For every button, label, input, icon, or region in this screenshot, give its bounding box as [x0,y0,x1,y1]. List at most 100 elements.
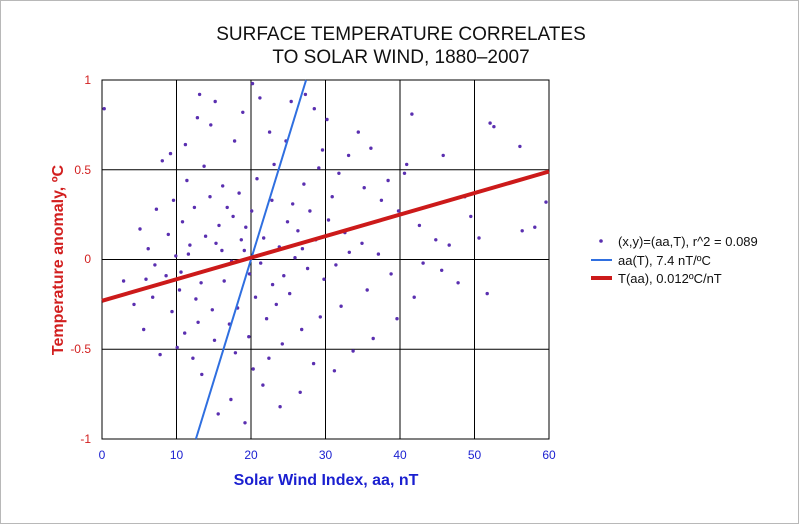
data-point [282,274,286,278]
x-tick-label: 40 [393,448,407,462]
data-point [302,182,306,186]
data-point [533,225,537,229]
data-point [264,317,269,321]
data-point [233,351,238,355]
data-point [191,356,195,360]
data-point [469,214,473,219]
data-point [243,421,247,425]
data-point [183,142,188,147]
data-point [320,148,325,152]
data-point [386,178,390,183]
data-point [171,198,176,202]
data-point [308,209,312,213]
data-point [488,121,492,125]
data-point [247,272,252,276]
data-point [303,92,308,97]
data-point [174,254,178,258]
legend-label-points: (x,y)=(aa,T), r^2 = 0.089 [618,234,758,249]
chart-title-line-2: TO SOLAR WIND, 1880–2007 [272,47,529,68]
data-point [202,164,206,168]
data-point [102,107,106,111]
x-tick-label: 50 [468,448,482,462]
data-point [121,279,126,283]
data-point [168,151,173,156]
fit-line-t-of-aa [101,169,550,303]
data-point [146,247,150,251]
data-point [330,195,334,199]
data-point [160,159,164,163]
data-point [166,232,170,237]
data-point [356,130,360,134]
data-point [144,277,148,281]
data-point [332,369,337,373]
data-point [250,209,254,213]
data-point [259,261,263,265]
data-point [242,248,246,253]
data-point [270,282,275,287]
data-point [154,207,159,211]
data-point [278,405,282,409]
data-point [334,263,338,267]
data-point [298,390,302,394]
data-point [339,304,343,308]
data-point [325,117,329,122]
data-point [360,241,364,245]
data-point [322,277,326,281]
x-tick-label: 30 [319,448,333,462]
data-point [239,238,243,242]
data-point [232,139,237,143]
data-point [379,198,384,202]
data-point [456,281,460,285]
data-point [347,250,351,254]
data-point [485,291,489,296]
data-point [175,345,179,350]
data-point [250,81,255,86]
data-point [492,125,496,129]
data-point [405,162,409,167]
data-point [447,243,451,247]
data-point [153,263,157,267]
data-point [208,195,212,199]
data-point [305,266,310,271]
data-point [389,272,393,276]
legend-label-aa-fit: aa(T), 7.4 nT/ºC [618,253,711,268]
data-point [196,320,200,324]
data-point [434,238,438,242]
data-point [312,107,316,111]
data-point [210,308,214,312]
data-point [229,397,233,402]
legend-marker-points [599,239,603,243]
data-point [285,220,290,224]
data-point [311,361,316,366]
grid-lines [101,79,550,440]
data-point [412,295,416,299]
data-point [244,225,248,229]
data-point [477,236,481,240]
y-tick-label: 1 [84,73,91,87]
data-point [258,96,262,100]
data-point [262,236,266,240]
data-point [212,338,217,342]
data-point [142,327,146,332]
data-point [214,241,218,245]
data-point [200,372,204,377]
data-point [337,171,341,175]
scatter-points [102,81,548,425]
data-point [376,252,381,256]
data-point [199,281,203,285]
data-point [289,99,293,104]
data-point [255,177,259,181]
data-point [170,309,174,314]
data-point [158,352,162,357]
data-point [177,288,182,292]
data-point [300,247,305,251]
data-point [351,349,355,353]
data-point [274,302,278,307]
data-point [440,268,444,272]
data-point [197,92,202,97]
y-axis-label: Temperature anomaly, ºC [50,164,67,355]
data-point [518,144,522,149]
data-point [195,116,200,120]
